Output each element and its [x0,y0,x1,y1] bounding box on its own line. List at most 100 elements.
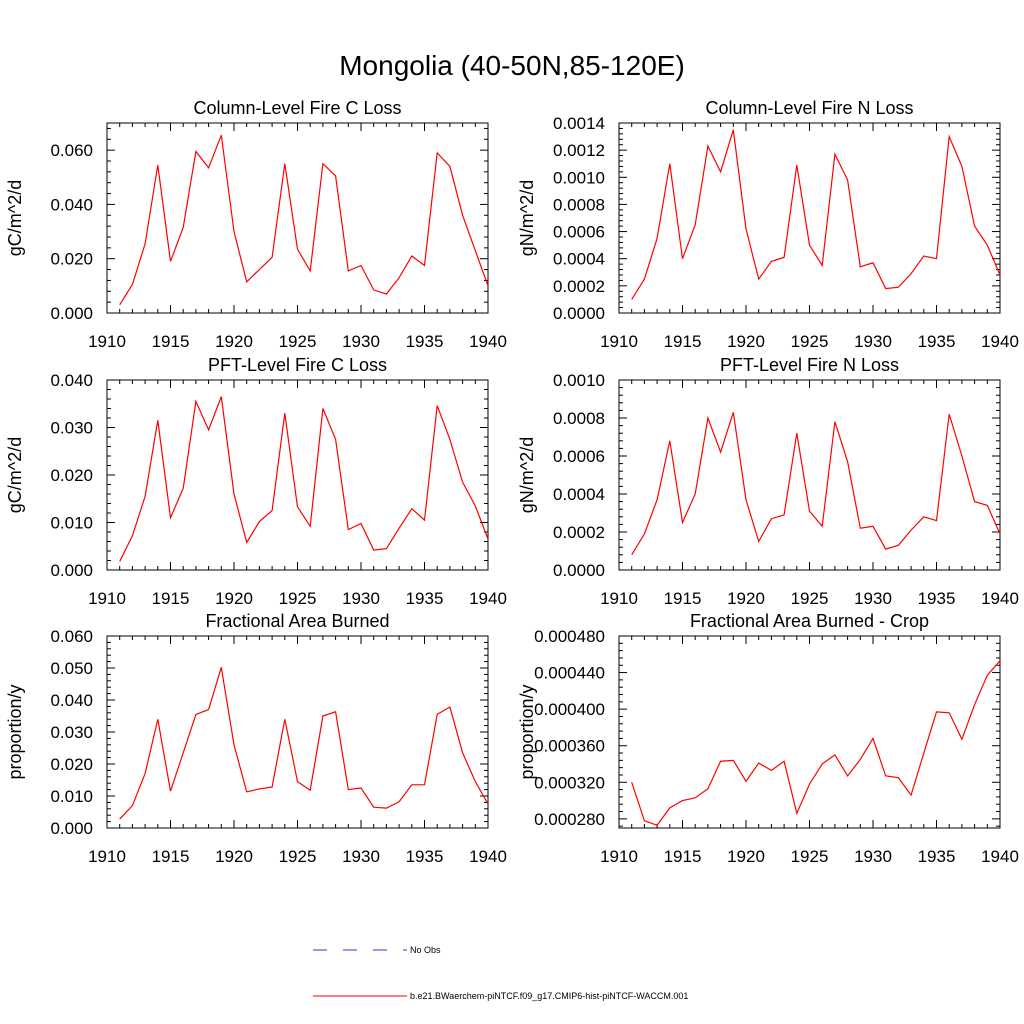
chart-panels: Column-Level Fire C Loss gC/m^2/d 1910 1915… [5,98,1019,866]
y-tick-label: 0.000400 [534,700,605,719]
x-tick-label: 1925 [279,847,317,866]
panel-title: Fractional Area Burned - Crop [690,611,929,631]
y-tick-label: 0.0000 [553,304,605,323]
y-tick-label: 0.000360 [534,737,605,756]
y-tick-label: 0.060 [50,141,93,160]
x-tick-label: 1910 [600,332,638,351]
y-tick-label: 0.010 [50,514,93,533]
legend-item-model-run: b.e21.BWaerchem-piNTCF.f09_g17.CMIP6-his… [313,991,688,1001]
chart-panel-1: Column-Level Fire C Loss gC/m^2/d 1910 1915… [5,98,507,351]
x-tick-label: 1930 [854,847,892,866]
y-tick-label: 0.0004 [553,250,605,269]
x-tick-label: 1925 [279,589,317,608]
y-tick-label: 0.0004 [553,485,605,504]
y-tick-label: 0.000280 [534,810,605,829]
x-tick-label: 1935 [918,589,956,608]
y-tick-label: 0.0010 [553,371,605,390]
x-tick-label: 1935 [406,589,444,608]
chart-panel-5: Fractional Area Burned proportion/y 1910 19… [5,611,507,866]
series-line-1 [631,412,1001,556]
panel-title: Column-Level Fire C Loss [193,98,401,118]
y-tick-label: 0.040 [50,691,93,710]
y-tick-label: 0.050 [50,659,93,678]
y-tick-label: 0.000 [50,561,93,580]
panel-title: Fractional Area Burned [205,611,389,631]
x-tick-label: 1910 [88,332,126,351]
y-tick-label: 0.000480 [534,627,605,646]
x-tick-label: 1935 [918,847,956,866]
legend-label-no-obs: No Obs [410,945,441,955]
x-tick-label: 1910 [88,847,126,866]
x-tick-label: 1940 [469,332,507,351]
y-tick-label: 0.0002 [553,523,605,542]
y-axis-label: gN/m^2/d [517,437,537,513]
chart-panel-6: Fractional Area Burned - Crop proportion/… [517,611,1019,866]
y-axis-label: gN/m^2/d [517,180,537,256]
x-tick-label: 1915 [664,589,702,608]
x-tick-label: 1915 [152,589,190,608]
y-tick-label: 0.0006 [553,223,605,242]
series-line-1 [119,667,489,820]
y-tick-label: 0.0010 [553,168,605,187]
legend: No Obs b.e21.BWaerchem-piNTCF.f09_g17.CM… [313,945,688,1001]
x-tick-label: 1910 [600,589,638,608]
panel-title: PFT-Level Fire C Loss [208,355,387,375]
x-tick-label: 1930 [342,589,380,608]
plot-frame [106,379,489,571]
y-tick-label: 0.060 [50,627,93,646]
plot-frame [618,379,1001,571]
legend-item-no-obs: No Obs [313,945,441,955]
y-tick-label: 0.010 [50,787,93,806]
x-tick-label: 1910 [600,847,638,866]
x-tick-label: 1935 [406,332,444,351]
x-tick-label: 1925 [791,332,829,351]
y-tick-label: 0.020 [50,755,93,774]
y-tick-label: 0.0012 [553,141,605,160]
y-tick-label: 0.0002 [553,277,605,296]
chart-panel-3: PFT-Level Fire C Loss gC/m^2/d 1910 1915 192… [5,355,507,608]
x-tick-label: 1915 [152,332,190,351]
y-tick-label: 0.000 [50,819,93,838]
y-tick-label: 0.0008 [553,195,605,214]
x-tick-label: 1910 [88,589,126,608]
y-tick-label: 0.000440 [534,664,605,683]
series-line-1 [631,660,1001,826]
chart-panel-4: PFT-Level Fire N Loss gN/m^2/d 1910 1915 192… [517,355,1019,608]
x-tick-label: 1935 [918,332,956,351]
y-tick-label: 0.0014 [553,114,605,133]
y-tick-label: 0.0006 [553,447,605,466]
x-tick-label: 1920 [215,332,253,351]
y-tick-label: 0.000320 [534,773,605,792]
panel-title: PFT-Level Fire N Loss [720,355,899,375]
y-axis-label: gC/m^2/d [5,180,25,256]
x-tick-label: 1920 [215,847,253,866]
chart-panel-2: Column-Level Fire N Loss gN/m^2/d 1910 1915… [517,98,1019,351]
legend-label-model-run: b.e21.BWaerchem-piNTCF.f09_g17.CMIP6-his… [410,991,688,1001]
y-tick-label: 0.030 [50,419,93,438]
x-tick-label: 1915 [664,847,702,866]
x-tick-label: 1925 [791,589,829,608]
x-tick-label: 1925 [791,847,829,866]
figure-title: Mongolia (40-50N,85-120E) [339,50,685,81]
x-tick-label: 1940 [981,589,1019,608]
x-tick-label: 1930 [854,589,892,608]
plot-frame [618,122,1001,314]
y-tick-label: 0.040 [50,195,93,214]
x-tick-label: 1920 [727,589,765,608]
y-tick-label: 0.000 [50,304,93,323]
series-line-1 [631,129,1001,300]
x-tick-label: 1935 [406,847,444,866]
x-tick-label: 1915 [664,332,702,351]
plot-frame [106,122,489,314]
x-tick-label: 1920 [727,847,765,866]
x-tick-label: 1930 [342,847,380,866]
y-tick-label: 0.0008 [553,409,605,428]
x-tick-label: 1925 [279,332,317,351]
x-tick-label: 1915 [152,847,190,866]
series-line-1 [119,134,489,306]
y-tick-label: 0.0000 [553,561,605,580]
plot-frame [618,635,1001,829]
x-tick-label: 1940 [981,847,1019,866]
x-tick-label: 1940 [469,589,507,608]
